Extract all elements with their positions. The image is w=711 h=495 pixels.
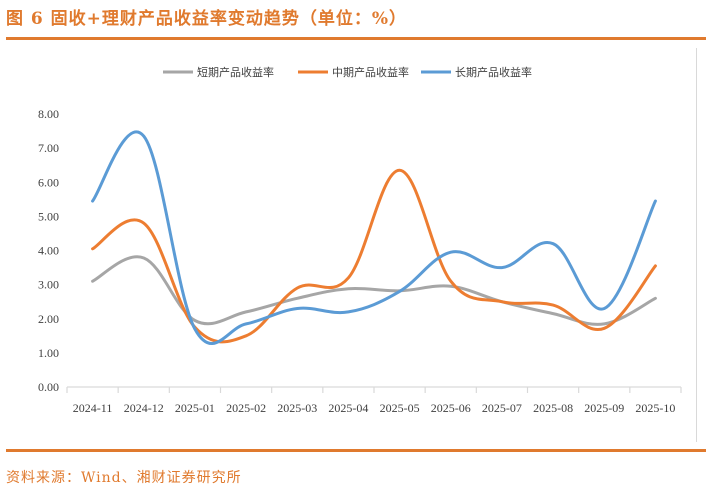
y-tick-label: 0.00	[38, 380, 59, 394]
y-tick-label: 8.00	[38, 107, 59, 121]
y-axis: 0.00 1.00 2.00 3.00 4.00 5.00 6.00 7.00 8.00	[38, 107, 59, 394]
x-tick-label: 2025-06	[431, 401, 471, 415]
y-tick-label: 5.00	[38, 209, 59, 223]
source-note: 资料来源：Wind、湘财证券研究所	[6, 470, 242, 486]
x-tick-label: 2025-07	[482, 401, 522, 415]
x-tick-label: 2024-11	[73, 401, 113, 415]
short-term-yield-line	[91, 255, 657, 326]
legend-label: 长期产品收益率	[455, 65, 532, 79]
x-tick-label: 2025-10	[635, 401, 675, 415]
x-tick-label: 2025-04	[328, 401, 368, 415]
legend-label: 短期产品收益率	[197, 65, 274, 79]
chart-right-border	[696, 48, 697, 442]
y-tick-label: 4.00	[38, 244, 59, 258]
series-lines	[91, 130, 657, 345]
x-tick-label: 2025-01	[175, 401, 215, 415]
legend-item: 中期产品收益率	[298, 65, 409, 79]
legend-label: 中期产品收益率	[332, 65, 409, 79]
figure-title: 图 6 固收+理财产品收益率变动趋势（单位：%）	[6, 9, 408, 29]
x-tick-label: 2025-09	[584, 401, 624, 415]
x-tick-label: 2025-03	[277, 401, 317, 415]
legend-item: 短期产品收益率	[163, 65, 274, 79]
y-tick-label: 2.00	[38, 312, 59, 326]
legend-item: 长期产品收益率	[421, 65, 532, 79]
x-axis: 2024-11 2024-12 2025-01 2025-02 2025-03 2025-…	[66, 386, 682, 415]
chart-legend: 短期产品收益率 中期产品收益率 长期产品收益率	[163, 65, 532, 79]
long-term-yield-line	[91, 130, 657, 345]
y-tick-label: 1.00	[38, 346, 59, 360]
y-tick-label: 7.00	[38, 141, 59, 155]
y-tick-label: 6.00	[38, 175, 59, 189]
mid-term-yield-line	[91, 168, 657, 344]
x-tick-label: 2025-05	[380, 401, 420, 415]
x-tick-label: 2025-02	[226, 401, 266, 415]
y-tick-label: 3.00	[38, 278, 59, 292]
x-tick-label: 2025-08	[533, 401, 573, 415]
x-tick-label: 2024-12	[124, 401, 164, 415]
top-divider	[6, 37, 706, 40]
bottom-divider	[6, 449, 706, 452]
